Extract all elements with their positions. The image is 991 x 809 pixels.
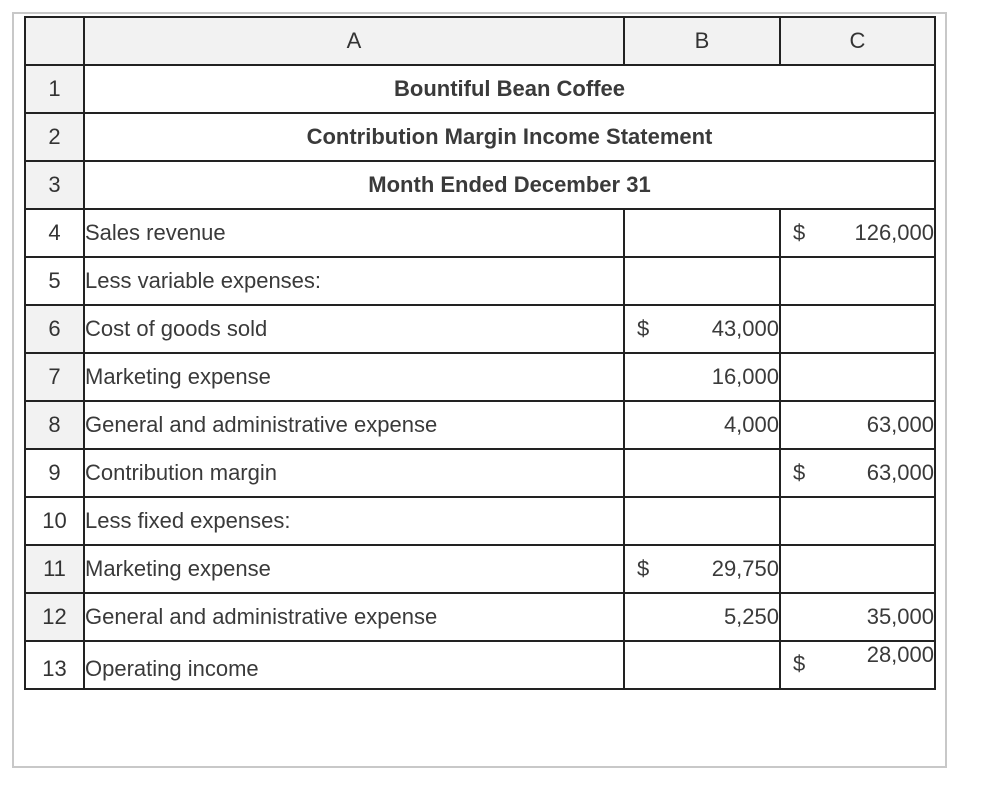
line-item-label[interactable]: Cost of goods sold bbox=[83, 304, 625, 354]
amount: 28,000 bbox=[866, 642, 934, 667]
row-number[interactable]: 12 bbox=[24, 592, 85, 642]
amount: 63,000 bbox=[866, 412, 934, 437]
sheet-row: 10 Less fixed expenses: bbox=[24, 496, 936, 546]
amount: 126,000 bbox=[854, 220, 934, 245]
cell-b[interactable] bbox=[623, 496, 781, 546]
amount: 29,750 bbox=[711, 556, 779, 581]
amount: 63,000 bbox=[866, 460, 934, 485]
row-number[interactable]: 7 bbox=[24, 352, 85, 402]
dollar-sign: $ bbox=[793, 220, 806, 245]
spreadsheet-table: A B C 1 Bountiful Bean Coffee 2 Contribu… bbox=[24, 16, 936, 690]
row-number[interactable]: 3 bbox=[24, 160, 85, 210]
cell-c[interactable]: 35,000 bbox=[779, 592, 936, 642]
cell-c[interactable]: $126,000 bbox=[779, 208, 936, 258]
sheet-row: 12 General and administrative expense 5,… bbox=[24, 592, 936, 642]
line-item-label[interactable]: Marketing expense bbox=[83, 352, 625, 402]
cell-b[interactable]: 5,250 bbox=[623, 592, 781, 642]
amount: 4,000 bbox=[723, 412, 779, 437]
row-number[interactable]: 10 bbox=[24, 496, 85, 546]
sheet-row: 7 Marketing expense 16,000 bbox=[24, 352, 936, 402]
cell-b[interactable] bbox=[623, 640, 781, 690]
cell-c[interactable] bbox=[779, 256, 936, 306]
sheet-row: 9 Contribution margin $63,000 bbox=[24, 448, 936, 498]
line-item-label[interactable]: Marketing expense bbox=[83, 544, 625, 594]
cell-b[interactable]: 16,000 bbox=[623, 352, 781, 402]
dollar-sign: $ bbox=[637, 316, 650, 341]
line-item-label[interactable]: Less variable expenses: bbox=[83, 256, 625, 306]
cell-c[interactable]: $28,000 bbox=[779, 640, 936, 690]
line-item-label[interactable]: Less fixed expenses: bbox=[83, 496, 625, 546]
cell-b[interactable] bbox=[623, 256, 781, 306]
row-number[interactable]: 6 bbox=[24, 304, 85, 354]
line-item-label[interactable]: Contribution margin bbox=[83, 448, 625, 498]
cell-b[interactable] bbox=[623, 208, 781, 258]
spreadsheet-frame bbox=[12, 12, 947, 768]
dollar-sign: $ bbox=[793, 460, 806, 485]
sheet-row: 2 Contribution Margin Income Statement bbox=[24, 112, 936, 162]
row-number[interactable]: 5 bbox=[24, 256, 85, 306]
line-item-label[interactable]: Operating income bbox=[83, 640, 625, 690]
corner-cell bbox=[24, 16, 85, 66]
cell-c[interactable] bbox=[779, 544, 936, 594]
sheet-row: 11 Marketing expense $29,750 bbox=[24, 544, 936, 594]
line-item-label[interactable]: General and administrative expense bbox=[83, 400, 625, 450]
line-item-label[interactable]: General and administrative expense bbox=[83, 592, 625, 642]
column-header-a[interactable]: A bbox=[83, 16, 625, 66]
amount: 43,000 bbox=[711, 316, 779, 341]
dollar-sign: $ bbox=[637, 556, 650, 581]
cell-b[interactable] bbox=[623, 448, 781, 498]
sheet-row: 1 Bountiful Bean Coffee bbox=[24, 64, 936, 114]
row-number[interactable]: 2 bbox=[24, 112, 85, 162]
sheet-row: 8 General and administrative expense 4,0… bbox=[24, 400, 936, 450]
line-item-label[interactable]: Sales revenue bbox=[83, 208, 625, 258]
row-number[interactable]: 9 bbox=[24, 448, 85, 498]
company-name[interactable]: Bountiful Bean Coffee bbox=[83, 64, 936, 114]
amount: 5,250 bbox=[723, 604, 779, 629]
cell-b[interactable]: 4,000 bbox=[623, 400, 781, 450]
sheet-row: 13 Operating income $28,000 bbox=[24, 640, 936, 690]
cell-c[interactable]: $63,000 bbox=[779, 448, 936, 498]
cell-c[interactable] bbox=[779, 352, 936, 402]
dollar-sign: $ bbox=[793, 651, 806, 676]
cell-b[interactable]: $43,000 bbox=[623, 304, 781, 354]
row-number[interactable]: 8 bbox=[24, 400, 85, 450]
row-number[interactable]: 11 bbox=[24, 544, 85, 594]
amount: 35,000 bbox=[866, 604, 934, 629]
statement-period[interactable]: Month Ended December 31 bbox=[83, 160, 936, 210]
column-header-row: A B C bbox=[24, 16, 936, 66]
sheet-row: 3 Month Ended December 31 bbox=[24, 160, 936, 210]
column-header-b[interactable]: B bbox=[623, 16, 781, 66]
amount: 16,000 bbox=[711, 364, 779, 389]
sheet-row: 4 Sales revenue $126,000 bbox=[24, 208, 936, 258]
sheet-row: 6 Cost of goods sold $43,000 bbox=[24, 304, 936, 354]
cell-c[interactable] bbox=[779, 304, 936, 354]
column-header-c[interactable]: C bbox=[779, 16, 936, 66]
cell-c[interactable]: 63,000 bbox=[779, 400, 936, 450]
cell-b[interactable]: $29,750 bbox=[623, 544, 781, 594]
row-number[interactable]: 4 bbox=[24, 208, 85, 258]
row-number[interactable]: 13 bbox=[24, 640, 85, 690]
sheet-row: 5 Less variable expenses: bbox=[24, 256, 936, 306]
statement-title[interactable]: Contribution Margin Income Statement bbox=[83, 112, 936, 162]
row-number[interactable]: 1 bbox=[24, 64, 85, 114]
cell-c[interactable] bbox=[779, 496, 936, 546]
